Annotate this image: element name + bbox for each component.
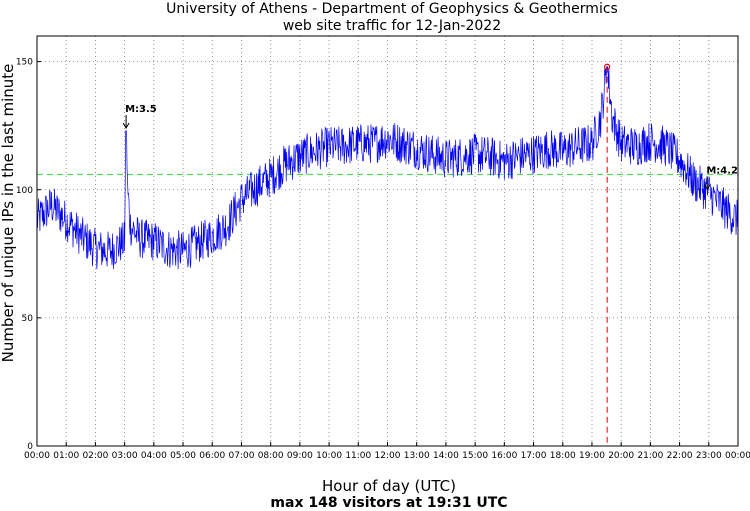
x-tick-label: 01:00 (53, 451, 79, 461)
x-tick-label: 00:00 (24, 451, 50, 461)
max-visitors-footer: max 148 visitors at 19:31 UTC (270, 495, 507, 511)
x-tick-label: 03:00 (112, 451, 138, 461)
traffic-series-line (36, 66, 739, 270)
x-tick-label: 12:00 (375, 451, 401, 461)
x-axis-ticks: 00:00 01:00 02:00 03:00 04:00 05:00 06:00 07:00… (24, 442, 750, 461)
y-tick-label: 50 (22, 314, 34, 324)
grid-lines (37, 36, 738, 446)
x-tick-label: 18:00 (550, 451, 576, 461)
x-tick-label: 02:00 (82, 451, 108, 461)
x-axis-label: Hour of day (UTC) (322, 477, 456, 495)
reference-lines (37, 66, 738, 446)
x-tick-label: 04:00 (141, 451, 167, 461)
x-tick-label: 10:00 (316, 451, 342, 461)
x-tick-label: 08:00 (258, 451, 284, 461)
earthquake-arrow-head (703, 184, 711, 191)
x-tick-label: 06:00 (199, 451, 225, 461)
y-tick-label: 100 (16, 186, 33, 196)
chart-title-line-1: University of Athens - Department of Geo… (166, 1, 618, 17)
y-axis-ticks: 0 50 100 150 (16, 58, 41, 452)
y-axis-label: Number of unique IPs in the last minute (0, 64, 17, 363)
x-tick-label: 17:00 (521, 451, 547, 461)
max-point-marker (604, 63, 611, 70)
x-tick-label: 23:00 (696, 451, 722, 461)
x-tick-label: 21:00 (637, 451, 663, 461)
x-tick-label: 07:00 (228, 451, 254, 461)
earthquake-arrow-head (122, 122, 130, 129)
x-tick-label: 11:00 (345, 451, 371, 461)
series-group (36, 66, 739, 270)
y-tick-label: 0 (27, 442, 33, 452)
x-tick-label: 15:00 (462, 451, 488, 461)
x-tick-label: 05:00 (170, 451, 196, 461)
x-tick-label: 19:00 (579, 451, 605, 461)
earthquake-annotation-label: M:4.2 (706, 166, 738, 177)
marker-group: M:3.5 M:4.2 (122, 63, 738, 191)
x-tick-label: 20:00 (608, 451, 634, 461)
x-tick-label: 16:00 (491, 451, 517, 461)
x-tick-label: 22:00 (667, 451, 693, 461)
x-tick-label: 13:00 (404, 451, 430, 461)
y-tick-label: 150 (16, 58, 33, 68)
chart-title-line-2: web site traffic for 12-Jan-2022 (283, 18, 501, 34)
x-tick-label: 09:00 (287, 451, 313, 461)
x-tick-label: 00:00 (725, 451, 750, 461)
x-tick-label: 14:00 (433, 451, 459, 461)
earthquake-annotation-label: M:3.5 (125, 104, 157, 115)
